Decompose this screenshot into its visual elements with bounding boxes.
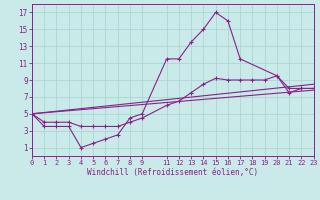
- X-axis label: Windchill (Refroidissement éolien,°C): Windchill (Refroidissement éolien,°C): [87, 168, 258, 177]
